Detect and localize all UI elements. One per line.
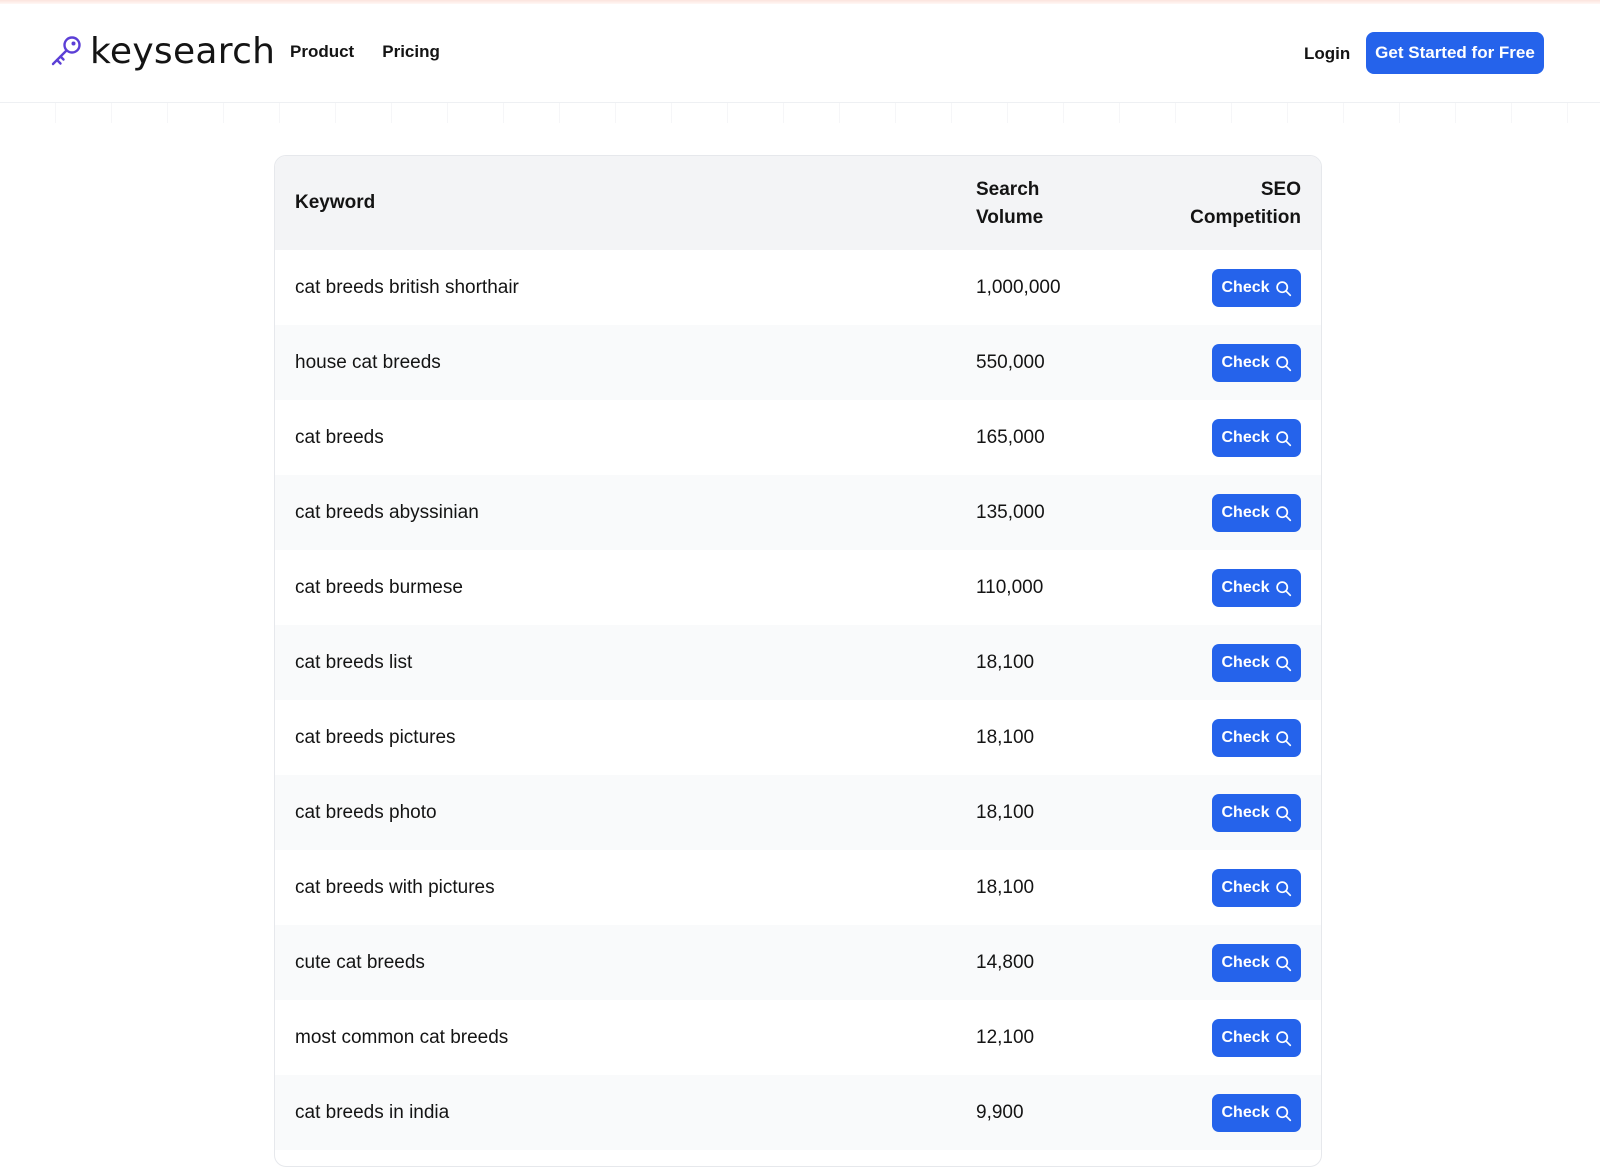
search-icon — [1275, 430, 1292, 447]
check-button[interactable]: Check — [1212, 1094, 1301, 1132]
keyword-cell: most common cat breeds — [295, 1026, 509, 1048]
search-icon — [1275, 1105, 1292, 1122]
search-volume-cell: 18,100 — [976, 801, 1035, 823]
check-button[interactable]: Check — [1212, 869, 1301, 907]
search-volume-cell: 18,100 — [976, 726, 1035, 748]
search-icon — [1275, 730, 1292, 747]
keyword-cell: cat breeds abyssinian — [295, 501, 479, 523]
search-volume-cell: 1,000,000 — [976, 276, 1061, 298]
check-button-label: Check — [1221, 1104, 1270, 1121]
check-button-label: Check — [1221, 804, 1270, 821]
table-row: cat breeds photo 18,100 Check — [275, 775, 1321, 850]
check-button[interactable]: Check — [1212, 269, 1301, 307]
top-accent-line — [0, 0, 1600, 4]
check-button[interactable]: Check — [1212, 719, 1301, 757]
nav-item-pricing[interactable]: Pricing — [382, 42, 440, 61]
keyword-cell: house cat breeds — [295, 351, 441, 373]
brand-logo[interactable]: keysearch — [48, 26, 275, 76]
check-button[interactable]: Check — [1212, 344, 1301, 382]
table-row: cute cat breeds 14,800 Check — [275, 925, 1321, 1000]
keyword-cell: cat breeds in india — [295, 1101, 450, 1123]
check-button-label: Check — [1221, 279, 1270, 296]
search-volume-cell: 110,000 — [976, 576, 1044, 598]
check-button-label: Check — [1221, 1029, 1270, 1046]
check-button[interactable]: Check — [1212, 944, 1301, 982]
site-header: keysearch Product Pricing Login Get Star… — [0, 4, 1600, 103]
check-button[interactable]: Check — [1212, 1019, 1301, 1057]
check-button-label: Check — [1221, 429, 1270, 446]
check-button-label: Check — [1221, 954, 1270, 971]
keyword-cell: cat breeds british shorthair — [295, 276, 519, 298]
table-row: cat breeds list 18,100 Check — [275, 625, 1321, 700]
search-icon — [1275, 955, 1292, 972]
table-row: most common cat breeds 12,100 Check — [275, 1000, 1321, 1075]
keyword-cell: cat breeds — [295, 426, 384, 448]
keyword-cell: cat breeds photo — [295, 801, 437, 823]
brand-name: keysearch — [90, 30, 276, 72]
search-volume-cell: 135,000 — [976, 501, 1045, 523]
search-volume-cell: 18,100 — [976, 651, 1035, 673]
keyword-cell: cute cat breeds — [295, 951, 425, 973]
table-row: house cat breeds 550,000 Check — [275, 325, 1321, 400]
check-button-label: Check — [1221, 354, 1270, 371]
check-button-label: Check — [1221, 879, 1270, 896]
background-grid — [0, 103, 1600, 123]
search-volume-cell: 550,000 — [976, 351, 1045, 373]
table-header: Keyword Search Volume SEO Competition — [275, 156, 1321, 250]
table-row: cat breeds 165,000 Check — [275, 400, 1321, 475]
key-icon — [48, 33, 84, 69]
search-icon — [1275, 805, 1292, 822]
search-volume-cell: 12,100 — [976, 1026, 1035, 1048]
check-button-label: Check — [1221, 654, 1270, 671]
column-header-seo-competition: SEO Competition — [1190, 179, 1301, 228]
search-icon — [1275, 1030, 1292, 1047]
keyword-cell: cat breeds with pictures — [295, 876, 495, 898]
keyword-table: Keyword Search Volume SEO Competition ca… — [274, 155, 1322, 1167]
main-nav: Product Pricing — [290, 42, 440, 62]
search-icon — [1275, 880, 1292, 897]
search-volume-cell: 18,100 — [976, 876, 1035, 898]
column-header-search-volume: Search Volume — [976, 179, 1044, 228]
check-button[interactable]: Check — [1212, 569, 1301, 607]
check-button[interactable]: Check — [1212, 494, 1301, 532]
search-volume-cell: 14,800 — [976, 951, 1035, 973]
login-link[interactable]: Login — [1304, 44, 1351, 63]
table-row: cat breeds with pictures 18,100 Check — [275, 850, 1321, 925]
check-button[interactable]: Check — [1212, 419, 1301, 457]
table-body: cat breeds british shorthair 1,000,000 Che… — [275, 250, 1321, 1150]
column-header-keyword: Keyword — [295, 192, 376, 213]
table-row: cat breeds burmese 110,000 Check — [275, 550, 1321, 625]
search-icon — [1275, 280, 1292, 297]
check-button-label: Check — [1221, 504, 1270, 521]
check-button-label: Check — [1221, 579, 1270, 596]
table-row: cat breeds british shorthair 1,000,000 Che… — [275, 250, 1321, 325]
table-row: cat breeds abyssinian 135,000 Check — [275, 475, 1321, 550]
keyword-cell: cat breeds pictures — [295, 726, 456, 748]
check-button[interactable]: Check — [1212, 794, 1301, 832]
search-icon — [1275, 580, 1292, 597]
search-icon — [1275, 505, 1292, 522]
search-icon — [1275, 655, 1292, 672]
get-started-button[interactable]: Get Started for Free — [1366, 32, 1544, 74]
search-volume-cell: 9,900 — [976, 1101, 1024, 1123]
table-row: cat breeds in india 9,900 Check — [275, 1075, 1321, 1150]
search-volume-cell: 165,000 — [976, 426, 1045, 448]
search-icon — [1275, 355, 1292, 372]
check-button[interactable]: Check — [1212, 644, 1301, 682]
check-button-label: Check — [1221, 729, 1270, 746]
table-row: cat breeds pictures 18,100 Check — [275, 700, 1321, 775]
nav-item-product[interactable]: Product — [290, 42, 355, 61]
keyword-cell: cat breeds burmese — [295, 576, 463, 598]
keyword-cell: cat breeds list — [295, 651, 413, 673]
